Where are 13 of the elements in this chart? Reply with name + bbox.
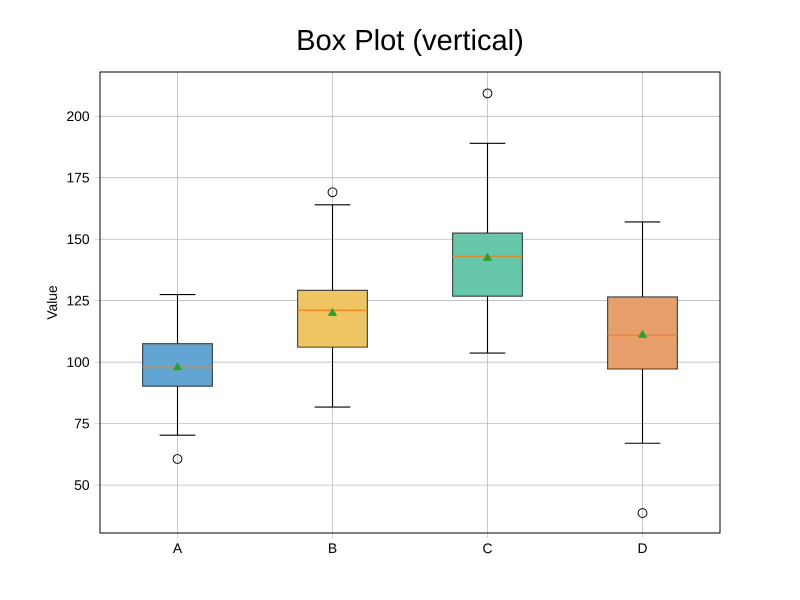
x-tick-label: C — [483, 543, 492, 554]
y-axis-title: Value — [46, 286, 57, 320]
x-tick-label: D — [638, 543, 647, 553]
y-tick-label: 150 — [68, 234, 90, 244]
chart-title: Box Plot (vertical) — [298, 28, 522, 56]
y-tick-label: 175 — [68, 172, 89, 183]
y-tick-label: 200 — [67, 111, 90, 122]
y-tick-label: 125 — [68, 296, 89, 306]
x-tick-label: B — [329, 543, 336, 553]
y-tick-label: 50 — [74, 480, 90, 490]
x-tick-label: A — [172, 543, 182, 553]
y-tick-label: 75 — [74, 418, 89, 428]
y-tick-label: 100 — [68, 357, 90, 368]
